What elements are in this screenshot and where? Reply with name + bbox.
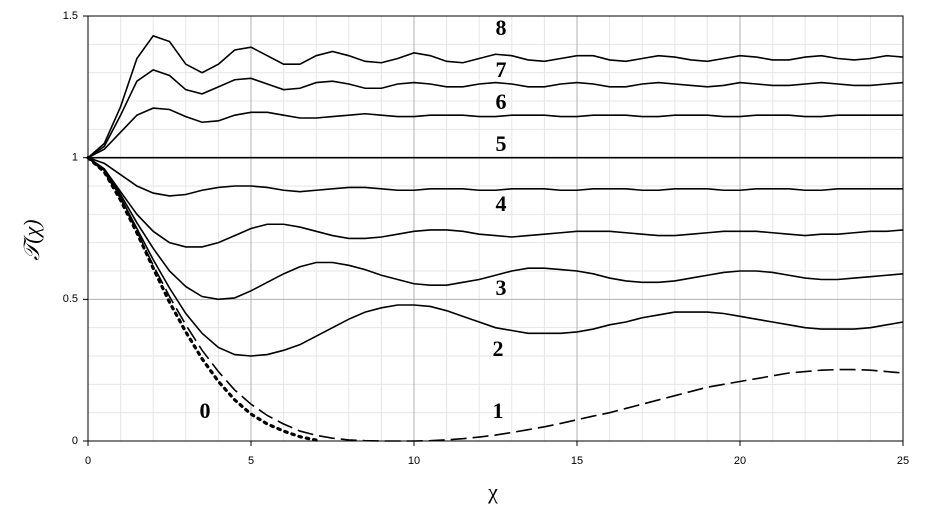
x-tick-label: 20 — [734, 455, 746, 467]
x-tick-label: 5 — [248, 455, 254, 467]
x-tick-label: 0 — [85, 455, 91, 467]
y-tick-label: 0.5 — [63, 293, 78, 305]
x-tick-label: 10 — [408, 455, 420, 467]
x-tick-label: 25 — [897, 455, 909, 467]
y-tick-label: 1 — [72, 152, 78, 164]
curve-label: 1 — [493, 398, 504, 423]
series-line — [86, 156, 318, 442]
series-line — [87, 157, 904, 357]
y-tick-label: 1.5 — [63, 10, 78, 22]
curve-label: 2 — [493, 336, 504, 361]
curve-label: 4 — [496, 191, 507, 216]
series-line — [87, 34, 904, 159]
curve-label: 7 — [496, 57, 507, 82]
curve-label: 5 — [496, 131, 507, 156]
series-line — [87, 157, 904, 442]
y-tick-label: 0 — [72, 435, 78, 447]
x-tick-label: 15 — [571, 455, 583, 467]
curve-label: 6 — [496, 89, 507, 114]
series-line — [87, 68, 904, 159]
series-line — [87, 156, 903, 197]
y-axis-label: 𝒯(χ) — [19, 219, 44, 260]
curve-label: 8 — [496, 15, 507, 40]
plot-frame — [87, 15, 904, 442]
x-axis-label: χ — [487, 479, 498, 504]
curve-label: 3 — [496, 275, 507, 300]
curve-label: 0 — [200, 398, 211, 423]
series-line — [87, 157, 904, 248]
series-line — [87, 157, 904, 301]
series-line — [87, 107, 903, 159]
